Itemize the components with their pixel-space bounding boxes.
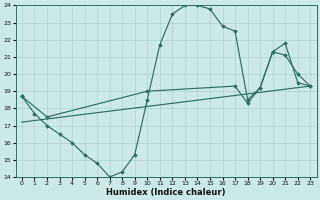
X-axis label: Humidex (Indice chaleur): Humidex (Indice chaleur) xyxy=(106,188,226,197)
